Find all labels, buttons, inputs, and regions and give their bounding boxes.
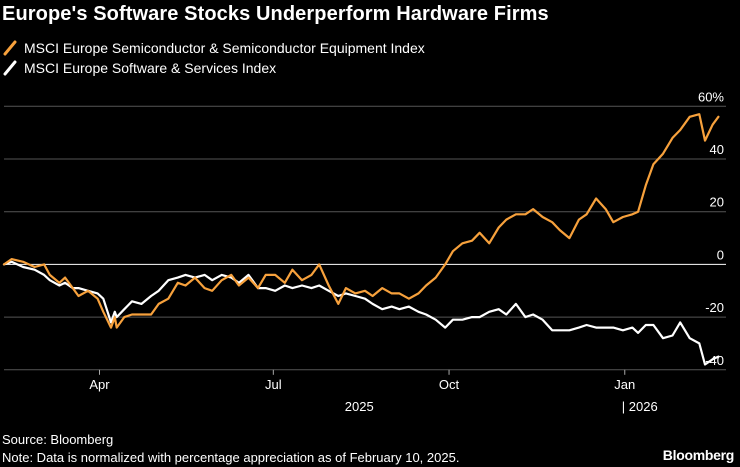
y-axis-labels: 60% 40 20 0 -20 -40 [698, 89, 724, 368]
legend-swatch-software [3, 60, 17, 76]
series-line-semiconductor [2, 113, 720, 329]
legend-stroke-software [3, 60, 17, 76]
x-tick-label: Oct [439, 377, 460, 392]
x-tick-label: Apr [89, 377, 110, 392]
bloomberg-logo: Bloomberg [662, 447, 735, 463]
y-tick-label: 60% [698, 89, 724, 104]
y-tick-label: 40 [710, 142, 724, 157]
legend-swatch-semiconductor [3, 40, 17, 56]
note-text: Note: Data is normalized with percentage… [2, 450, 460, 465]
legend-label-software: MSCI Europe Software & Services Index [24, 60, 277, 76]
chart-footer: Source: Bloomberg Note: Data is normaliz… [2, 431, 459, 467]
x-year-label: | 2026 [622, 399, 658, 414]
legend-item-semiconductor: MSCI Europe Semiconductor & Semiconducto… [2, 38, 425, 58]
legend-stroke-semiconductor [3, 40, 17, 56]
y-tick-label: 0 [717, 247, 724, 262]
x-tick-label: Jul [265, 377, 282, 392]
series-line-software [2, 260, 720, 366]
y-tick-label: 20 [710, 195, 724, 210]
chart-title: Europe's Software Stocks Underperform Ha… [2, 3, 549, 25]
gridlines [4, 105, 726, 371]
y-tick-label: -40 [705, 353, 724, 368]
legend-item-software: MSCI Europe Software & Services Index [2, 58, 425, 78]
x-tick-label: Jan [614, 377, 635, 392]
legend-label-semiconductor: MSCI Europe Semiconductor & Semiconducto… [24, 40, 425, 56]
x-year-label: 2025 [345, 399, 374, 414]
y-tick-label: -20 [705, 300, 724, 315]
series-lines [2, 113, 720, 366]
chart-legend: MSCI Europe Semiconductor & Semiconducto… [2, 38, 425, 78]
x-axis: Apr Jul Oct Jan 2025 | 2026 [89, 369, 658, 414]
source-text: Source: Bloomberg [2, 432, 114, 447]
